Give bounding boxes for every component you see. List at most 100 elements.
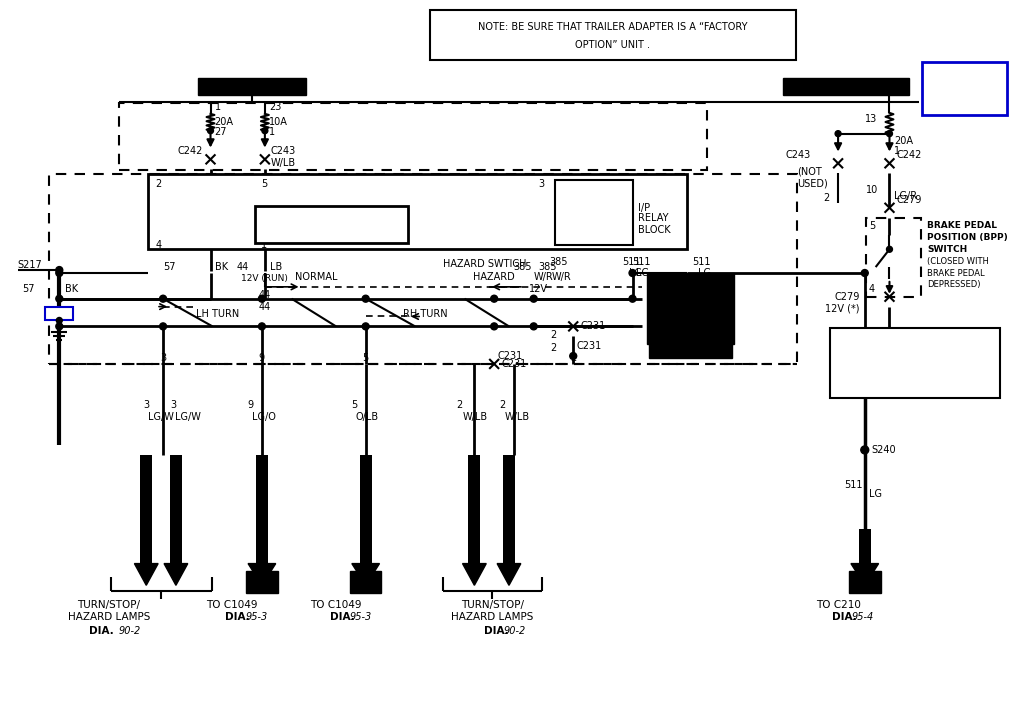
Text: W/R: W/R [552, 272, 571, 282]
Bar [503, 455, 515, 563]
Text: C243: C243 [785, 150, 810, 160]
Text: 10A: 10A [269, 117, 288, 127]
Circle shape [262, 127, 268, 134]
Text: NORMAL: NORMAL [295, 272, 338, 282]
Text: 5: 5 [868, 221, 874, 231]
Text: PANEL: PANEL [924, 94, 956, 102]
Text: 511: 511 [844, 341, 862, 351]
Text: SWITCH: SWITCH [927, 245, 968, 253]
Text: 20A: 20A [894, 135, 913, 145]
Text: 13: 13 [865, 114, 877, 124]
Text: 294: 294 [245, 178, 263, 188]
Text: G201: G201 [48, 309, 71, 318]
Text: C231: C231 [501, 359, 526, 369]
Text: 9: 9 [259, 353, 265, 363]
Text: LG/R: LG/R [894, 191, 918, 201]
Polygon shape [851, 563, 879, 585]
Bar [148, 174, 687, 249]
Polygon shape [463, 563, 486, 585]
Bar [49, 174, 797, 364]
Text: BK: BK [215, 262, 228, 272]
Text: LG: LG [637, 268, 649, 278]
Text: C242: C242 [178, 147, 204, 156]
Polygon shape [164, 563, 187, 585]
Bar [430, 10, 796, 59]
Text: 5: 5 [351, 400, 357, 410]
Bar [468, 455, 480, 563]
Text: C242: C242 [896, 150, 922, 160]
Bar [170, 455, 182, 563]
Text: DEPRESSED): DEPRESSED) [927, 281, 981, 289]
Bar [647, 273, 734, 344]
Text: LG/W: LG/W [175, 412, 201, 422]
Bar [119, 103, 707, 170]
Text: 1: 1 [214, 102, 220, 112]
Text: MULTI-: MULTI- [675, 284, 707, 294]
Text: HOT IN RUN: HOT IN RUN [219, 81, 285, 91]
Text: 9: 9 [247, 400, 253, 410]
Text: (CLOSED WITH: (CLOSED WITH [927, 256, 989, 266]
Text: REVISED: REVISED [295, 216, 369, 231]
Text: R/W: R/W [214, 183, 234, 193]
Bar [830, 329, 1000, 397]
Bar [555, 180, 633, 246]
Bar [45, 306, 73, 321]
Text: W/LB: W/LB [505, 412, 530, 422]
Text: FUNCTION: FUNCTION [666, 296, 716, 306]
Text: S240: S240 [871, 445, 896, 455]
Text: TURN/STOP/: TURN/STOP/ [461, 600, 523, 610]
Circle shape [258, 295, 265, 302]
Text: LG: LG [868, 351, 882, 361]
Text: 44: 44 [237, 262, 249, 272]
Text: RH TURN: RH TURN [402, 309, 447, 319]
Text: 385: 385 [513, 262, 531, 272]
Text: LG: LG [629, 268, 642, 278]
Bar [649, 344, 732, 358]
Text: BRAKE PEDAL: BRAKE PEDAL [927, 221, 997, 230]
Text: 44: 44 [259, 290, 271, 300]
Text: DIA.: DIA. [484, 626, 509, 636]
Text: I/P: I/P [638, 203, 650, 213]
Text: 385: 385 [539, 262, 557, 272]
Text: HAZARD LAMPS: HAZARD LAMPS [68, 612, 150, 622]
Circle shape [569, 352, 577, 359]
Circle shape [160, 295, 167, 302]
Circle shape [56, 266, 62, 274]
Circle shape [56, 269, 62, 276]
Text: RELAY: RELAY [579, 215, 609, 225]
Circle shape [490, 295, 498, 302]
Text: 383: 383 [155, 183, 173, 193]
Text: lamps.: lamps. [899, 377, 932, 387]
Text: NOTE: BE SURE THAT TRAILER ADAPTER IS A “FACTORY: NOTE: BE SURE THAT TRAILER ADAPTER IS A … [478, 22, 748, 32]
Circle shape [490, 323, 498, 330]
Text: 95-3: 95-3 [245, 612, 267, 622]
Text: HOT AT ALL TIMES: HOT AT ALL TIMES [796, 81, 896, 91]
Bar [865, 218, 922, 296]
Text: TESTING: TESTING [673, 338, 709, 347]
Circle shape [861, 269, 868, 276]
Circle shape [362, 295, 369, 302]
Circle shape [887, 246, 893, 252]
Text: O/LB: O/LB [355, 412, 379, 422]
Text: OPTION” UNIT .: OPTION” UNIT . [575, 39, 650, 49]
Text: B: B [360, 576, 371, 589]
Text: TO C210: TO C210 [816, 600, 860, 610]
Text: 2: 2 [156, 179, 162, 189]
Polygon shape [352, 563, 380, 585]
Text: 511: 511 [633, 257, 651, 267]
Polygon shape [134, 563, 158, 585]
Text: 511: 511 [692, 257, 711, 267]
Text: 44: 44 [259, 301, 271, 311]
Circle shape [887, 131, 893, 137]
Text: 95-3: 95-3 [350, 612, 372, 622]
Text: HAZARD: HAZARD [473, 272, 515, 282]
Text: 5: 5 [261, 179, 267, 189]
Text: C231: C231 [577, 341, 601, 351]
Text: C: C [860, 576, 869, 589]
Text: LH TURN: LH TURN [196, 309, 239, 319]
Text: 4: 4 [156, 241, 162, 251]
Text: LG: LG [868, 490, 882, 499]
Text: 3: 3 [160, 353, 166, 363]
Text: BLOCK: BLOCK [638, 225, 671, 235]
Text: flow to operate: flow to operate [879, 353, 952, 363]
